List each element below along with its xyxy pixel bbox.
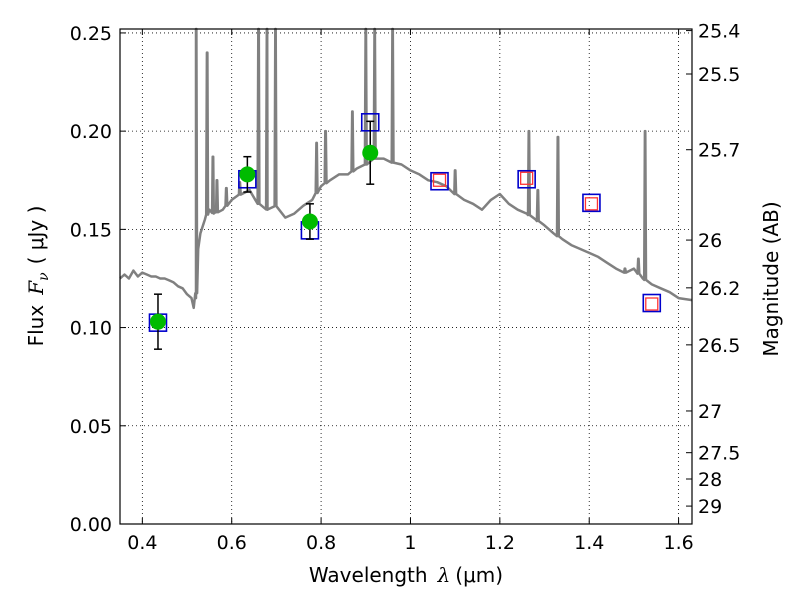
x-tick-label: 0.4 — [127, 532, 157, 554]
predicted-photometry-square — [584, 197, 599, 211]
y2-tick-label: 25.5 — [698, 64, 740, 86]
tick-layer: 0.4 0.6 0.8 1 1.2 1.4 1.6 0.00 0.05 0.10 0.15 0.20 0… — [70, 21, 741, 554]
predicted-photometry-square — [432, 173, 447, 187]
y2-tick-label: 28 — [698, 469, 722, 491]
spectrum-layer — [119, 27, 693, 310]
plot-frame — [119, 28, 693, 525]
y2-tick-label: 26.2 — [698, 278, 740, 300]
model-photometry-square — [430, 171, 449, 191]
x-tick-label: 1.6 — [663, 532, 693, 554]
y-tick-label: 0.20 — [70, 121, 112, 143]
y2-axis-label: Magnitude (AB) — [759, 201, 783, 356]
observed-point — [149, 313, 166, 330]
x-tick-label: 1.4 — [574, 532, 604, 554]
predicted-photometry-square — [520, 171, 534, 185]
model-photometry-square — [642, 293, 662, 313]
model-photometry-square — [517, 169, 536, 189]
y-axis-label: FluxFν( μJy ) — [24, 206, 52, 347]
y-tick-label: 0.10 — [70, 318, 112, 340]
observed-point — [301, 213, 318, 230]
x-tick-label: 0.8 — [306, 532, 336, 554]
y2-tick-label: 27.5 — [698, 443, 740, 465]
x-tick-label: 1 — [404, 532, 416, 554]
x-axis-label: Wavelength λ (μm) — [309, 563, 503, 587]
observed-point — [239, 166, 256, 183]
y-tick-label: 0.15 — [70, 219, 112, 241]
y2-tick-label: 25.7 — [698, 140, 740, 162]
y2-tick-label: 25.4 — [698, 21, 740, 43]
model-spectrum-line — [119, 27, 693, 310]
y2-tick-label: 29 — [698, 496, 722, 518]
y-tick-label: 0.05 — [70, 416, 112, 438]
y2-tick-label: 26.5 — [698, 335, 740, 357]
y-tick-label: 0.25 — [70, 23, 112, 45]
y-tick-label: 0.00 — [70, 514, 112, 536]
observed-point — [362, 144, 379, 161]
y2-tick-label: 27 — [698, 401, 722, 423]
model-photometry-square — [582, 193, 601, 213]
y2-tick-label: 26 — [698, 230, 722, 252]
marker-layer — [148, 113, 662, 350]
x-tick-label: 1.2 — [485, 532, 515, 554]
predicted-photometry-square — [645, 297, 659, 311]
x-tick-label: 0.6 — [217, 532, 247, 554]
